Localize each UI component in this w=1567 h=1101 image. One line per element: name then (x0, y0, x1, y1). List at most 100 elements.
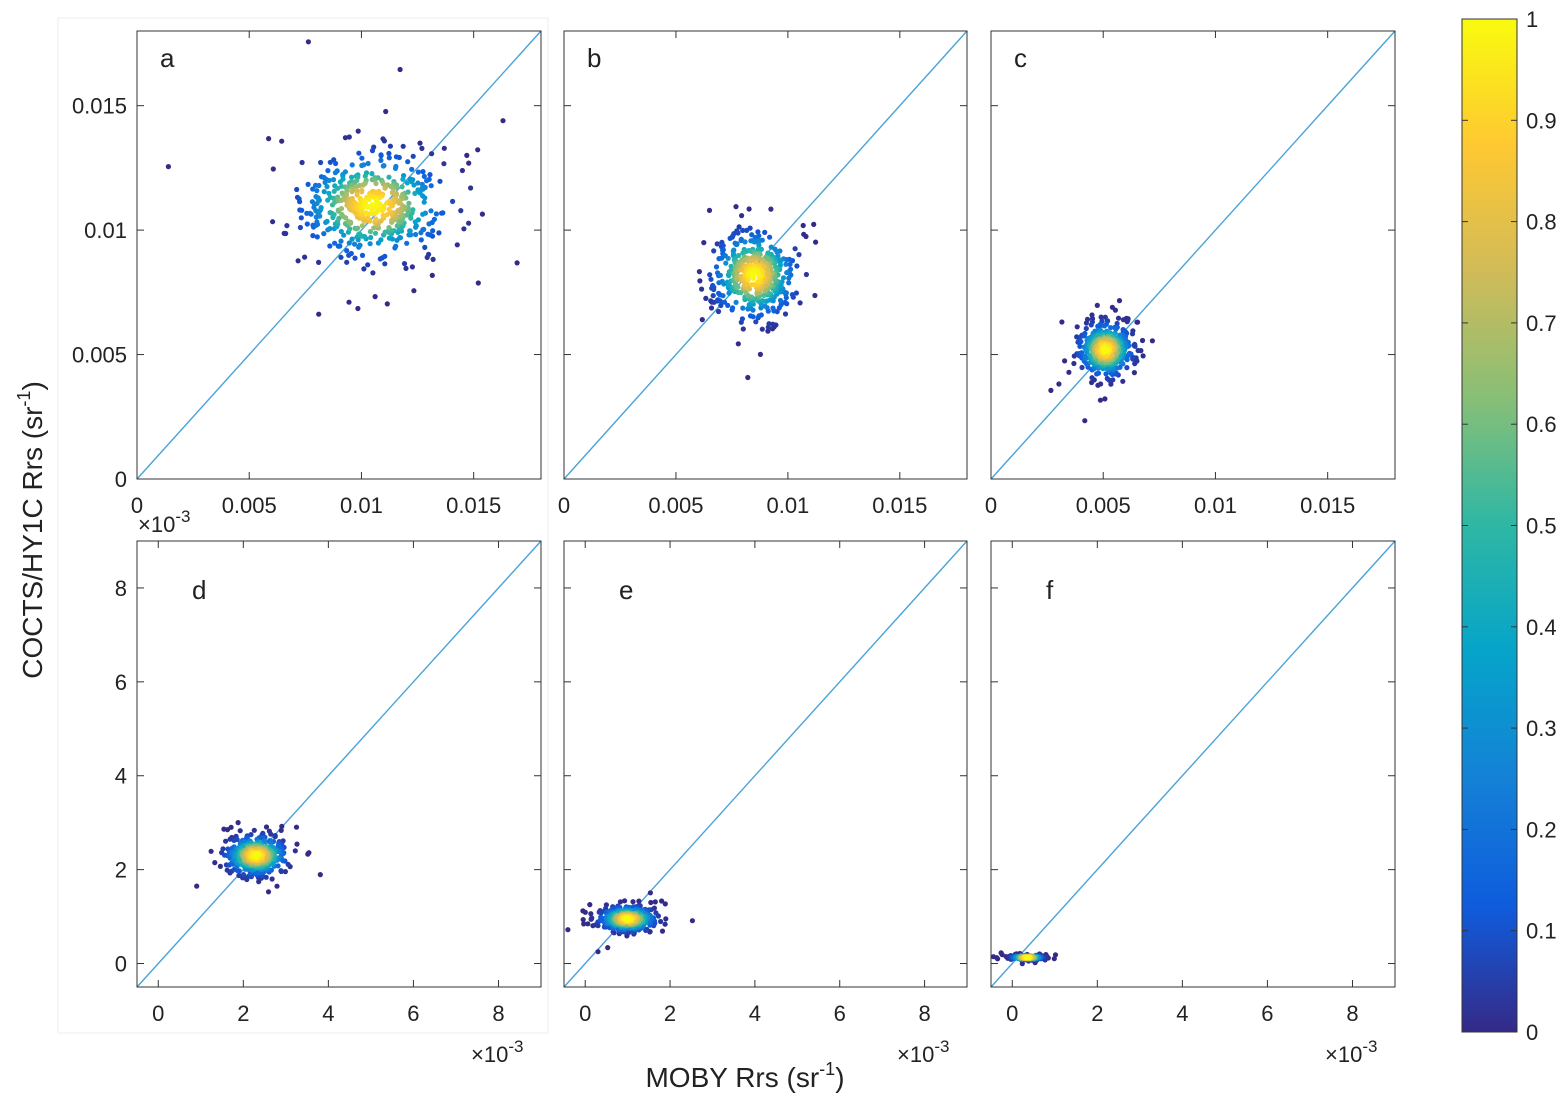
scatter-point (278, 827, 284, 834)
axes-frame (990, 540, 1396, 988)
scatter-point (595, 923, 601, 929)
scatter-point (1097, 323, 1103, 329)
scatter-point (386, 150, 392, 157)
scatter-point (454, 242, 460, 248)
scatter-point (744, 227, 750, 233)
scatter-point (1101, 323, 1107, 329)
x-tick-label: 0 (131, 493, 143, 518)
colorbar-tick-label: 0 (1526, 1020, 1538, 1045)
scatter-point (424, 178, 430, 184)
scatter-point (361, 266, 367, 272)
scatter-point (459, 167, 465, 174)
scatter-point (369, 148, 376, 154)
scatter-point (1079, 350, 1085, 356)
scatter-point (378, 157, 384, 163)
x-axis-exponent: ×10-3 (1325, 1037, 1377, 1067)
scatter-point (331, 212, 337, 218)
x-tick-label: 8 (492, 1001, 504, 1026)
scatter-point (1083, 355, 1089, 361)
scatter-point (652, 899, 658, 905)
scatter-point (324, 184, 330, 190)
scatter-point (326, 190, 332, 196)
x-tick-label: 0 (579, 1001, 591, 1026)
scatter-point (355, 128, 361, 134)
scatter-point (581, 921, 587, 927)
exponent-sup: -3 (175, 507, 190, 526)
exponent-base: ×10 (138, 512, 175, 537)
scatter-point (373, 216, 379, 222)
scatter-point (349, 183, 355, 189)
x-tick-label: 4 (749, 1001, 761, 1026)
scatter-point (403, 265, 409, 271)
scatter-point (812, 292, 818, 299)
scatter-point (1140, 353, 1146, 359)
scatter-point (349, 189, 355, 195)
scatter-point (770, 305, 776, 311)
scatter-point (359, 189, 365, 195)
x-tick-label: 0 (558, 493, 570, 518)
scatter-point (359, 223, 365, 229)
scatter-point (755, 279, 761, 285)
scatter-point (411, 182, 417, 188)
scatter-point (1078, 339, 1084, 345)
scatter-point (317, 872, 323, 878)
scatter-point (466, 220, 472, 226)
scatter-point (318, 159, 324, 166)
scatter-point (362, 173, 368, 179)
scatter-point (433, 211, 439, 217)
scatter-point (1083, 325, 1089, 332)
scatter-point (373, 180, 379, 187)
scatter-point (279, 823, 285, 830)
scatter-point (406, 200, 412, 206)
scatter-point (365, 262, 371, 268)
scatter-point (409, 264, 415, 270)
colorbar-tick-label: 0.1 (1526, 919, 1557, 944)
scatter-point (1134, 319, 1140, 325)
scatter-point (389, 190, 395, 196)
scatter-point (777, 297, 784, 304)
scatter-point (386, 174, 392, 180)
scatter-point (314, 219, 320, 225)
scatter-point (1074, 324, 1080, 330)
scatter-point (1102, 347, 1108, 353)
scatter-point (751, 239, 758, 245)
scatter-point (580, 917, 586, 923)
scatter-point (659, 898, 665, 904)
one-to-one-line (990, 540, 1396, 988)
y-tick-label: 0 (115, 467, 127, 492)
scatter-point (793, 290, 800, 296)
scatter-point (364, 215, 371, 221)
scatter-point (662, 901, 668, 907)
scatter-point (689, 918, 696, 924)
scatter-point (263, 824, 270, 830)
scatter-point (1131, 342, 1137, 348)
panel-label: b (587, 43, 601, 73)
scatter-point (217, 863, 223, 870)
scatter-point (235, 820, 241, 826)
scatter-point (333, 160, 339, 167)
y-axis-title-sup: -1 (14, 391, 34, 407)
scatter-point (715, 308, 722, 315)
exponent-base: ×10 (1325, 1042, 1362, 1067)
y-tick-label: 2 (115, 858, 127, 883)
x-tick-label: 0.005 (222, 493, 277, 518)
scatter-points (565, 890, 696, 955)
scatter-point (381, 138, 387, 144)
scatter-point (349, 174, 355, 180)
scatter-point (768, 244, 774, 250)
scatter-point (1135, 347, 1141, 354)
scatter-point (565, 927, 571, 933)
scatter-point (796, 252, 802, 258)
scatter-point (644, 926, 650, 932)
scatter-point (384, 200, 390, 206)
scatter-point (270, 166, 276, 172)
x-tick-label: 2 (664, 1001, 676, 1026)
scatter-points (1048, 298, 1155, 424)
axes-frame (563, 540, 968, 988)
scatter-point (441, 161, 447, 167)
scatter-point (382, 261, 388, 267)
scatter-point (165, 164, 171, 170)
scatter-point (1024, 954, 1030, 961)
scatter-point (747, 313, 754, 319)
scatter-point (297, 224, 303, 231)
